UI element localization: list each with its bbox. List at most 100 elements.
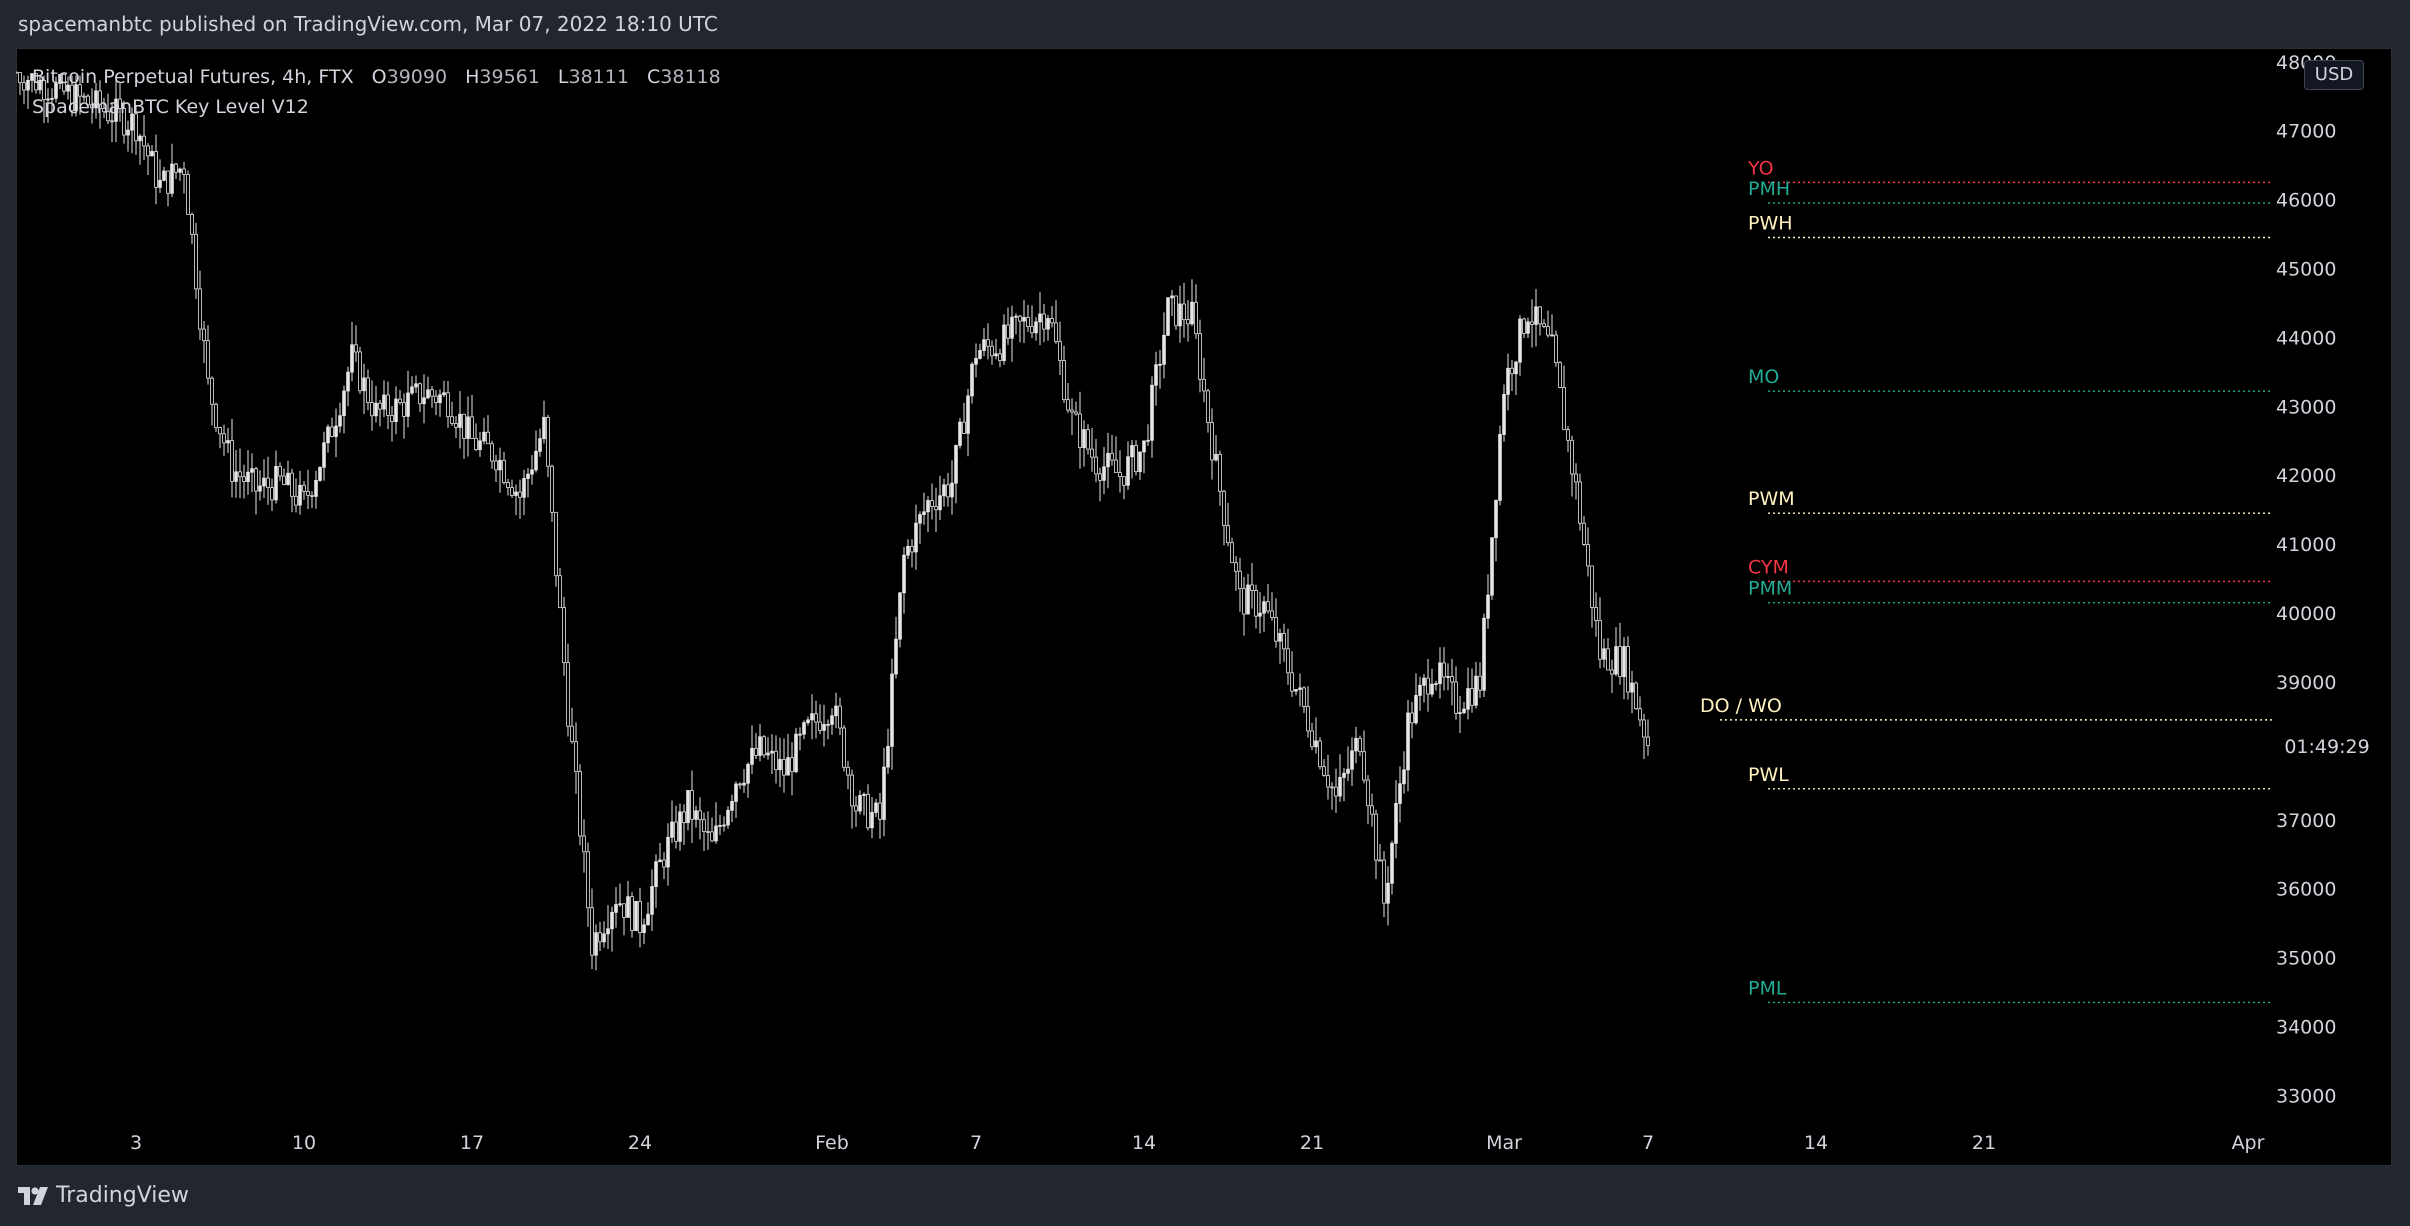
candle-body xyxy=(1190,301,1194,325)
candle-body xyxy=(714,825,718,842)
candle-body xyxy=(1634,682,1638,710)
candle-body xyxy=(1466,688,1470,710)
candle-body xyxy=(134,113,138,142)
candle-body xyxy=(214,403,218,428)
candle-body xyxy=(590,907,594,956)
footer-brand[interactable]: TradingView xyxy=(18,1183,189,1208)
candle-body xyxy=(1242,588,1246,615)
candle-body xyxy=(30,73,34,81)
candle-body xyxy=(1162,334,1166,365)
candle-body xyxy=(1302,687,1306,707)
candle-body xyxy=(1518,318,1522,363)
indicator-title[interactable]: SpacemanBTC Key Level V12 xyxy=(32,96,309,118)
candle-body xyxy=(330,426,334,437)
candle-body xyxy=(1298,687,1302,690)
open-label: O xyxy=(371,66,387,88)
candle-body xyxy=(614,904,618,913)
candle-body xyxy=(386,394,390,416)
candle-body xyxy=(1146,439,1150,442)
candle-body xyxy=(346,371,350,392)
candle-body xyxy=(1266,601,1270,612)
candle-body xyxy=(1054,322,1058,343)
candle-body xyxy=(878,802,882,820)
candle-body xyxy=(534,450,538,471)
candle-body xyxy=(174,163,178,173)
x-tick-label: Feb xyxy=(815,1132,849,1154)
candle-body xyxy=(26,79,30,91)
candle-body xyxy=(62,73,66,92)
low-label: L xyxy=(557,66,569,88)
brand-name: TradingView xyxy=(56,1183,189,1208)
chart-frame[interactable] xyxy=(16,48,2392,1166)
candle-body xyxy=(542,416,546,440)
candle-body xyxy=(594,932,598,956)
candle-body xyxy=(1090,448,1094,458)
candle-body xyxy=(694,810,698,820)
candle-body xyxy=(1554,334,1558,364)
y-tick-label: 33000 xyxy=(2276,1085,2336,1107)
candle-body xyxy=(398,398,402,403)
candle-body xyxy=(578,771,582,837)
candle-body xyxy=(1566,429,1570,441)
candle-body xyxy=(834,705,838,717)
candle-body xyxy=(150,151,154,157)
candle-body xyxy=(1134,445,1138,473)
key-level-label: PWH xyxy=(1748,213,1793,235)
candle-body xyxy=(978,350,982,359)
candle-body xyxy=(1010,316,1014,339)
candle-body xyxy=(262,477,266,487)
symbol-description[interactable]: Bitcoin Perpetual Futures, 4h, FTX xyxy=(32,66,354,88)
candle-body xyxy=(718,825,722,827)
candle-body xyxy=(658,859,662,863)
candle-body xyxy=(554,511,558,577)
candle-body xyxy=(274,465,278,501)
candle-body xyxy=(1274,617,1278,642)
candle-body xyxy=(1378,859,1382,862)
candle-body xyxy=(598,932,602,943)
y-tick-label: 42000 xyxy=(2276,465,2336,487)
candle-body xyxy=(222,433,226,444)
candle-body xyxy=(806,719,810,724)
candle-body xyxy=(838,705,842,729)
candle-body xyxy=(1586,544,1590,567)
candle-body xyxy=(722,824,726,827)
candle-body xyxy=(1546,326,1550,336)
candle-body xyxy=(586,851,590,909)
candle-body xyxy=(818,721,822,731)
candle-body xyxy=(734,783,738,802)
candle-body xyxy=(1550,334,1554,337)
candle-body xyxy=(1150,384,1154,441)
candle-body xyxy=(566,662,570,727)
candle-body xyxy=(22,82,26,91)
header-bar: spacemanbtc published on TradingView.com… xyxy=(0,0,2410,50)
candle-body xyxy=(874,802,878,813)
candle-body xyxy=(1014,315,1018,318)
candle-body xyxy=(1410,712,1414,724)
candle-body xyxy=(326,426,330,444)
candle-body xyxy=(1482,617,1486,691)
candle-body xyxy=(1186,319,1190,325)
candle-body xyxy=(1362,751,1366,781)
candle-body xyxy=(1278,633,1282,642)
candle-body xyxy=(958,421,962,446)
y-tick-label: 36000 xyxy=(2276,879,2336,901)
candle-body xyxy=(1638,708,1642,721)
candle-body xyxy=(1534,306,1538,325)
candle-body xyxy=(846,766,850,776)
candle-body xyxy=(1338,777,1342,797)
candle-body xyxy=(570,725,574,743)
candle-body xyxy=(1042,313,1046,330)
candle-body xyxy=(1422,677,1426,686)
candle-body xyxy=(114,98,118,122)
candle-body xyxy=(1030,326,1034,334)
y-tick-label: 39000 xyxy=(2276,672,2336,694)
candle-body xyxy=(1022,317,1026,322)
candle-body xyxy=(1218,453,1222,492)
candle-body xyxy=(1526,321,1530,334)
candle-body xyxy=(122,107,126,136)
candle-body xyxy=(810,713,814,721)
currency-button[interactable]: USD xyxy=(2304,60,2364,90)
candle-body xyxy=(422,397,426,405)
